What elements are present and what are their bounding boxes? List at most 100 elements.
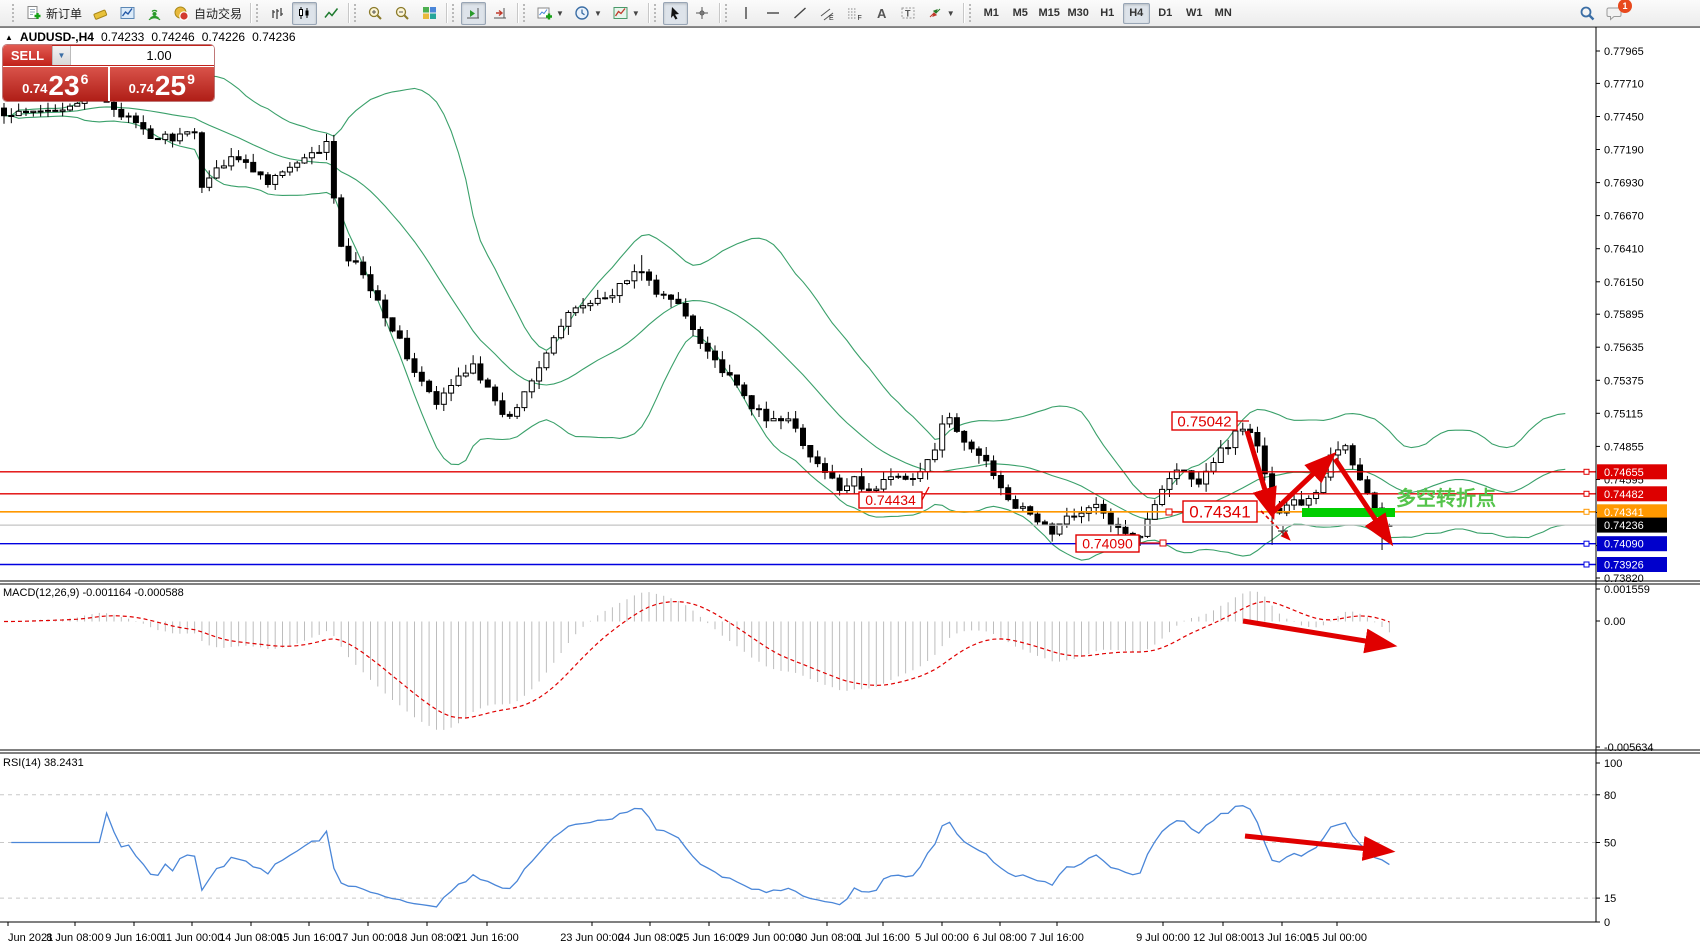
price-tag-label: 0.74341 (1604, 507, 1644, 519)
chart-shift-button[interactable] (488, 2, 513, 25)
collapse-panel-icon[interactable]: ▲ (5, 32, 13, 42)
dropdown-caret-icon[interactable]: ▼ (556, 8, 564, 18)
toolbar-drag-handle[interactable] (523, 4, 528, 22)
dropdown-caret-icon[interactable]: ▼ (593, 8, 602, 18)
equidistant-channel-button[interactable]: E (815, 2, 840, 25)
toolbar-drag-handle[interactable] (452, 4, 457, 22)
time-axis-label: 29 Jun 00:00 (737, 932, 801, 944)
candle-body (895, 475, 902, 478)
signal-button[interactable] (142, 2, 167, 25)
timeframe-mn-button[interactable]: MN (1214, 7, 1232, 19)
buy-price-prefix: 0.74 (128, 81, 154, 96)
price-annotation-box[interactable] (1075, 534, 1140, 553)
autotrade-button[interactable]: 自动交易 (169, 2, 246, 25)
sell-price-main: 23 (48, 70, 80, 101)
macd-trend-arrow[interactable] (1242, 618, 1398, 654)
templates-button[interactable]: ▼ (608, 2, 644, 25)
arrows-tool-button[interactable]: ▼ (923, 2, 959, 25)
text-label-button[interactable]: T (896, 2, 921, 25)
sell-price-display[interactable]: 0.74 23 6 (3, 67, 108, 101)
price-annotation-box[interactable] (1182, 500, 1258, 523)
text-label-icon: T (901, 7, 915, 18)
timeframe-m1-button[interactable]: M1 (983, 7, 999, 19)
toolbar-drag-handle[interactable] (12, 4, 17, 22)
candle-body (521, 391, 528, 409)
rsi-trend-arrow[interactable] (1244, 833, 1396, 861)
crosshair-button[interactable] (690, 2, 715, 25)
timeframe-m30-button[interactable]: M30 (1067, 7, 1089, 19)
price-axis-label: 0.77710 (1604, 78, 1644, 90)
horizontal-line-button[interactable] (761, 2, 786, 25)
line-handle[interactable] (1583, 508, 1590, 515)
line-handle[interactable] (1583, 468, 1590, 475)
bar-chart-button[interactable] (265, 2, 290, 25)
line-chart-button[interactable] (319, 2, 344, 25)
volume-decrease-button[interactable]: ▼ (52, 46, 71, 65)
price-annotation-label: 0.75042 (1177, 413, 1231, 430)
timeframe-m5-button[interactable]: M5 (1012, 7, 1028, 19)
candle-body (631, 271, 638, 282)
candle-body (308, 152, 315, 159)
time-axis-label: Jun 2021 (8, 932, 53, 944)
vertical-line-button[interactable] (734, 2, 759, 25)
candle-body (704, 342, 711, 352)
line-handle[interactable] (1583, 561, 1590, 568)
line-handle[interactable] (1583, 490, 1590, 497)
cursor-button[interactable] (662, 1, 688, 25)
candle-body (286, 166, 293, 173)
toolbar-drag-handle[interactable] (724, 4, 730, 22)
buy-price-display[interactable]: 0.74 25 9 (109, 67, 214, 101)
candle-body (756, 408, 762, 411)
trend-arrow[interactable] (1271, 451, 1337, 514)
candle-body (609, 295, 616, 299)
candlestick-chart-button[interactable] (292, 1, 318, 25)
price-axis-label: 0.77965 (1604, 46, 1644, 58)
line-handle[interactable] (1583, 540, 1590, 547)
toolbar-drag-handle[interactable] (653, 4, 659, 22)
candle-body (1166, 478, 1173, 490)
timeframe-d1-button[interactable]: D1 (1158, 7, 1173, 19)
text-icon: A (877, 6, 887, 21)
profiles-button[interactable] (115, 2, 140, 25)
dropdown-caret-icon[interactable]: ▼ (631, 8, 640, 18)
eraser-button[interactable] (88, 2, 113, 25)
timeframe-h4-button[interactable]: H4 (1122, 2, 1150, 24)
price-annotation-box[interactable] (1171, 411, 1238, 431)
zoom-out-button[interactable] (390, 2, 415, 25)
turning-point-note[interactable]: 多空转折点 (1396, 486, 1496, 510)
zoom-in-button[interactable] (363, 2, 388, 25)
sell-button[interactable]: SELL (3, 45, 52, 66)
trend-arrow[interactable] (1332, 457, 1394, 547)
timeframe-h1-button[interactable]: H1 (1100, 7, 1115, 19)
candle-body (697, 329, 704, 344)
timeframe-w1-button[interactable]: W1 (1185, 7, 1203, 19)
volume-input[interactable] (71, 46, 214, 65)
toolbar-drag-handle[interactable] (256, 4, 261, 22)
toolbar-drag-handle[interactable] (968, 4, 974, 22)
candle-body (59, 109, 66, 112)
tile-windows-button[interactable] (417, 2, 442, 25)
new-order-button[interactable]: 新订单 (21, 2, 86, 25)
toolbar-drag-handle[interactable] (354, 4, 359, 22)
time-axis-label: 30 Jun 08:00 (795, 932, 859, 944)
trendline-button[interactable] (788, 2, 813, 25)
candle-body (844, 485, 850, 491)
timeframe-m15-button[interactable]: M15 (1038, 7, 1060, 19)
support-zone-bar[interactable] (1302, 508, 1395, 517)
price-tag (1597, 557, 1667, 572)
indicators-button[interactable]: ▼ (532, 2, 568, 25)
dropdown-caret-icon[interactable]: ▼ (946, 8, 955, 18)
price-annotation-box[interactable] (858, 491, 923, 509)
periods-button[interactable]: ▼ (570, 2, 606, 25)
text-button[interactable]: A (869, 2, 894, 25)
candle-body (829, 472, 836, 479)
search-button[interactable] (1575, 2, 1600, 25)
time-axis-label: 13 Jul 16:00 (1252, 932, 1312, 944)
candle-body (1041, 521, 1048, 525)
candle-body (668, 294, 674, 300)
auto-scroll-button[interactable] (461, 1, 487, 25)
notifications-button[interactable]: 1 (1602, 0, 1632, 25)
fibonacci-button[interactable]: F (842, 2, 867, 25)
trend-arrow[interactable] (1244, 430, 1277, 521)
